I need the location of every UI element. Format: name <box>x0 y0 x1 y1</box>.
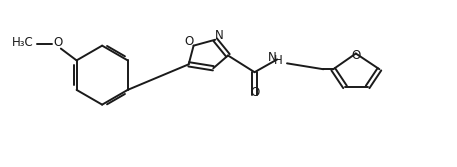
Text: N: N <box>268 51 276 64</box>
Text: O: O <box>250 86 259 99</box>
Text: N: N <box>215 29 223 42</box>
Text: H₃C: H₃C <box>11 36 33 49</box>
Text: H: H <box>274 54 282 67</box>
Text: O: O <box>351 49 361 62</box>
Text: O: O <box>184 35 193 48</box>
Text: O: O <box>53 36 63 49</box>
